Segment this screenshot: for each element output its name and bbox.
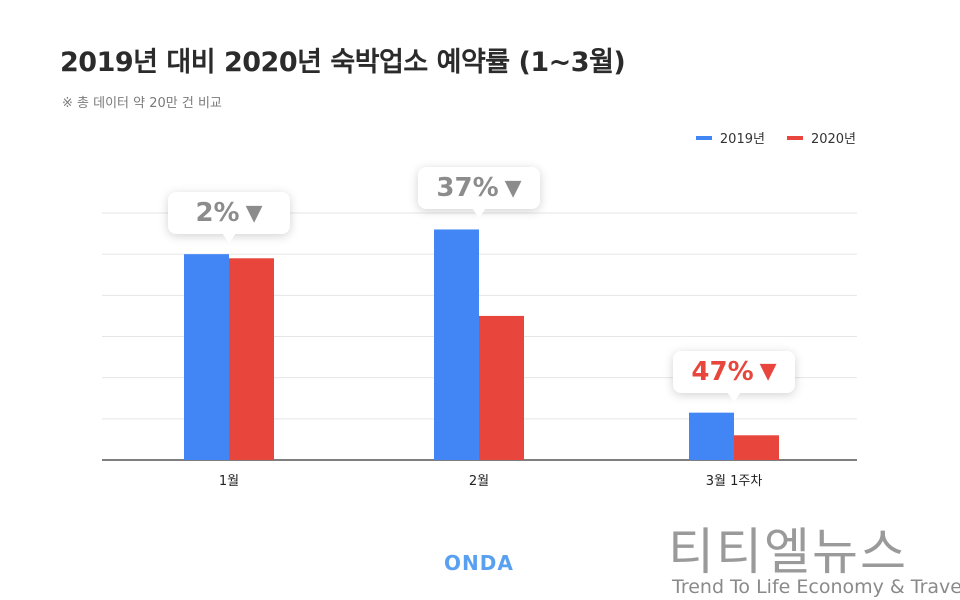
bar-2019 [434, 229, 479, 460]
bar-2020 [479, 315, 524, 460]
x-tick-label: 1월 [219, 474, 239, 489]
x-tick-label: 2월 [469, 474, 489, 489]
change-callout: 37% ▼ [418, 167, 540, 219]
x-tick-label: 3월 1주차 [706, 474, 763, 489]
change-callout: 47% ▼ [673, 350, 795, 402]
bar-2019 [689, 412, 734, 460]
watermark-english: Trend To Life Economy & Travel [672, 576, 960, 598]
watermark-korean: 티티엘뉴스 [668, 523, 908, 581]
chart-title: 2019년 대비 2020년 숙박업소 예약률 (1~3월) [60, 47, 626, 78]
legend-label-2020: 2020년 [810, 132, 856, 147]
legend-item-2019: 2019년 [695, 128, 765, 147]
down-triangle-icon: ▼ [245, 200, 263, 226]
down-triangle-icon: ▼ [504, 175, 522, 201]
legend-item-2020: 2020년 [786, 128, 856, 147]
down-triangle-icon: ▼ [759, 359, 777, 385]
chart-subtitle: ※ 총 데이터 약 20만 건 비교 [62, 96, 222, 111]
change-callout: 2% ▼ [168, 192, 290, 244]
callout-percent: 2% [195, 198, 240, 229]
bar-2019 [184, 254, 229, 460]
legend-swatch-2020 [786, 135, 803, 140]
brand-logo: ONDA [444, 551, 514, 575]
callout-percent: 37% [436, 173, 499, 204]
bar-2020 [229, 258, 274, 460]
legend-label-2019: 2019년 [719, 132, 765, 147]
callout-percent: 47% [691, 356, 754, 387]
chart-legend: 2019년 2020년 [695, 128, 856, 147]
bar-2020 [734, 435, 779, 460]
legend-swatch-2019 [695, 135, 712, 140]
